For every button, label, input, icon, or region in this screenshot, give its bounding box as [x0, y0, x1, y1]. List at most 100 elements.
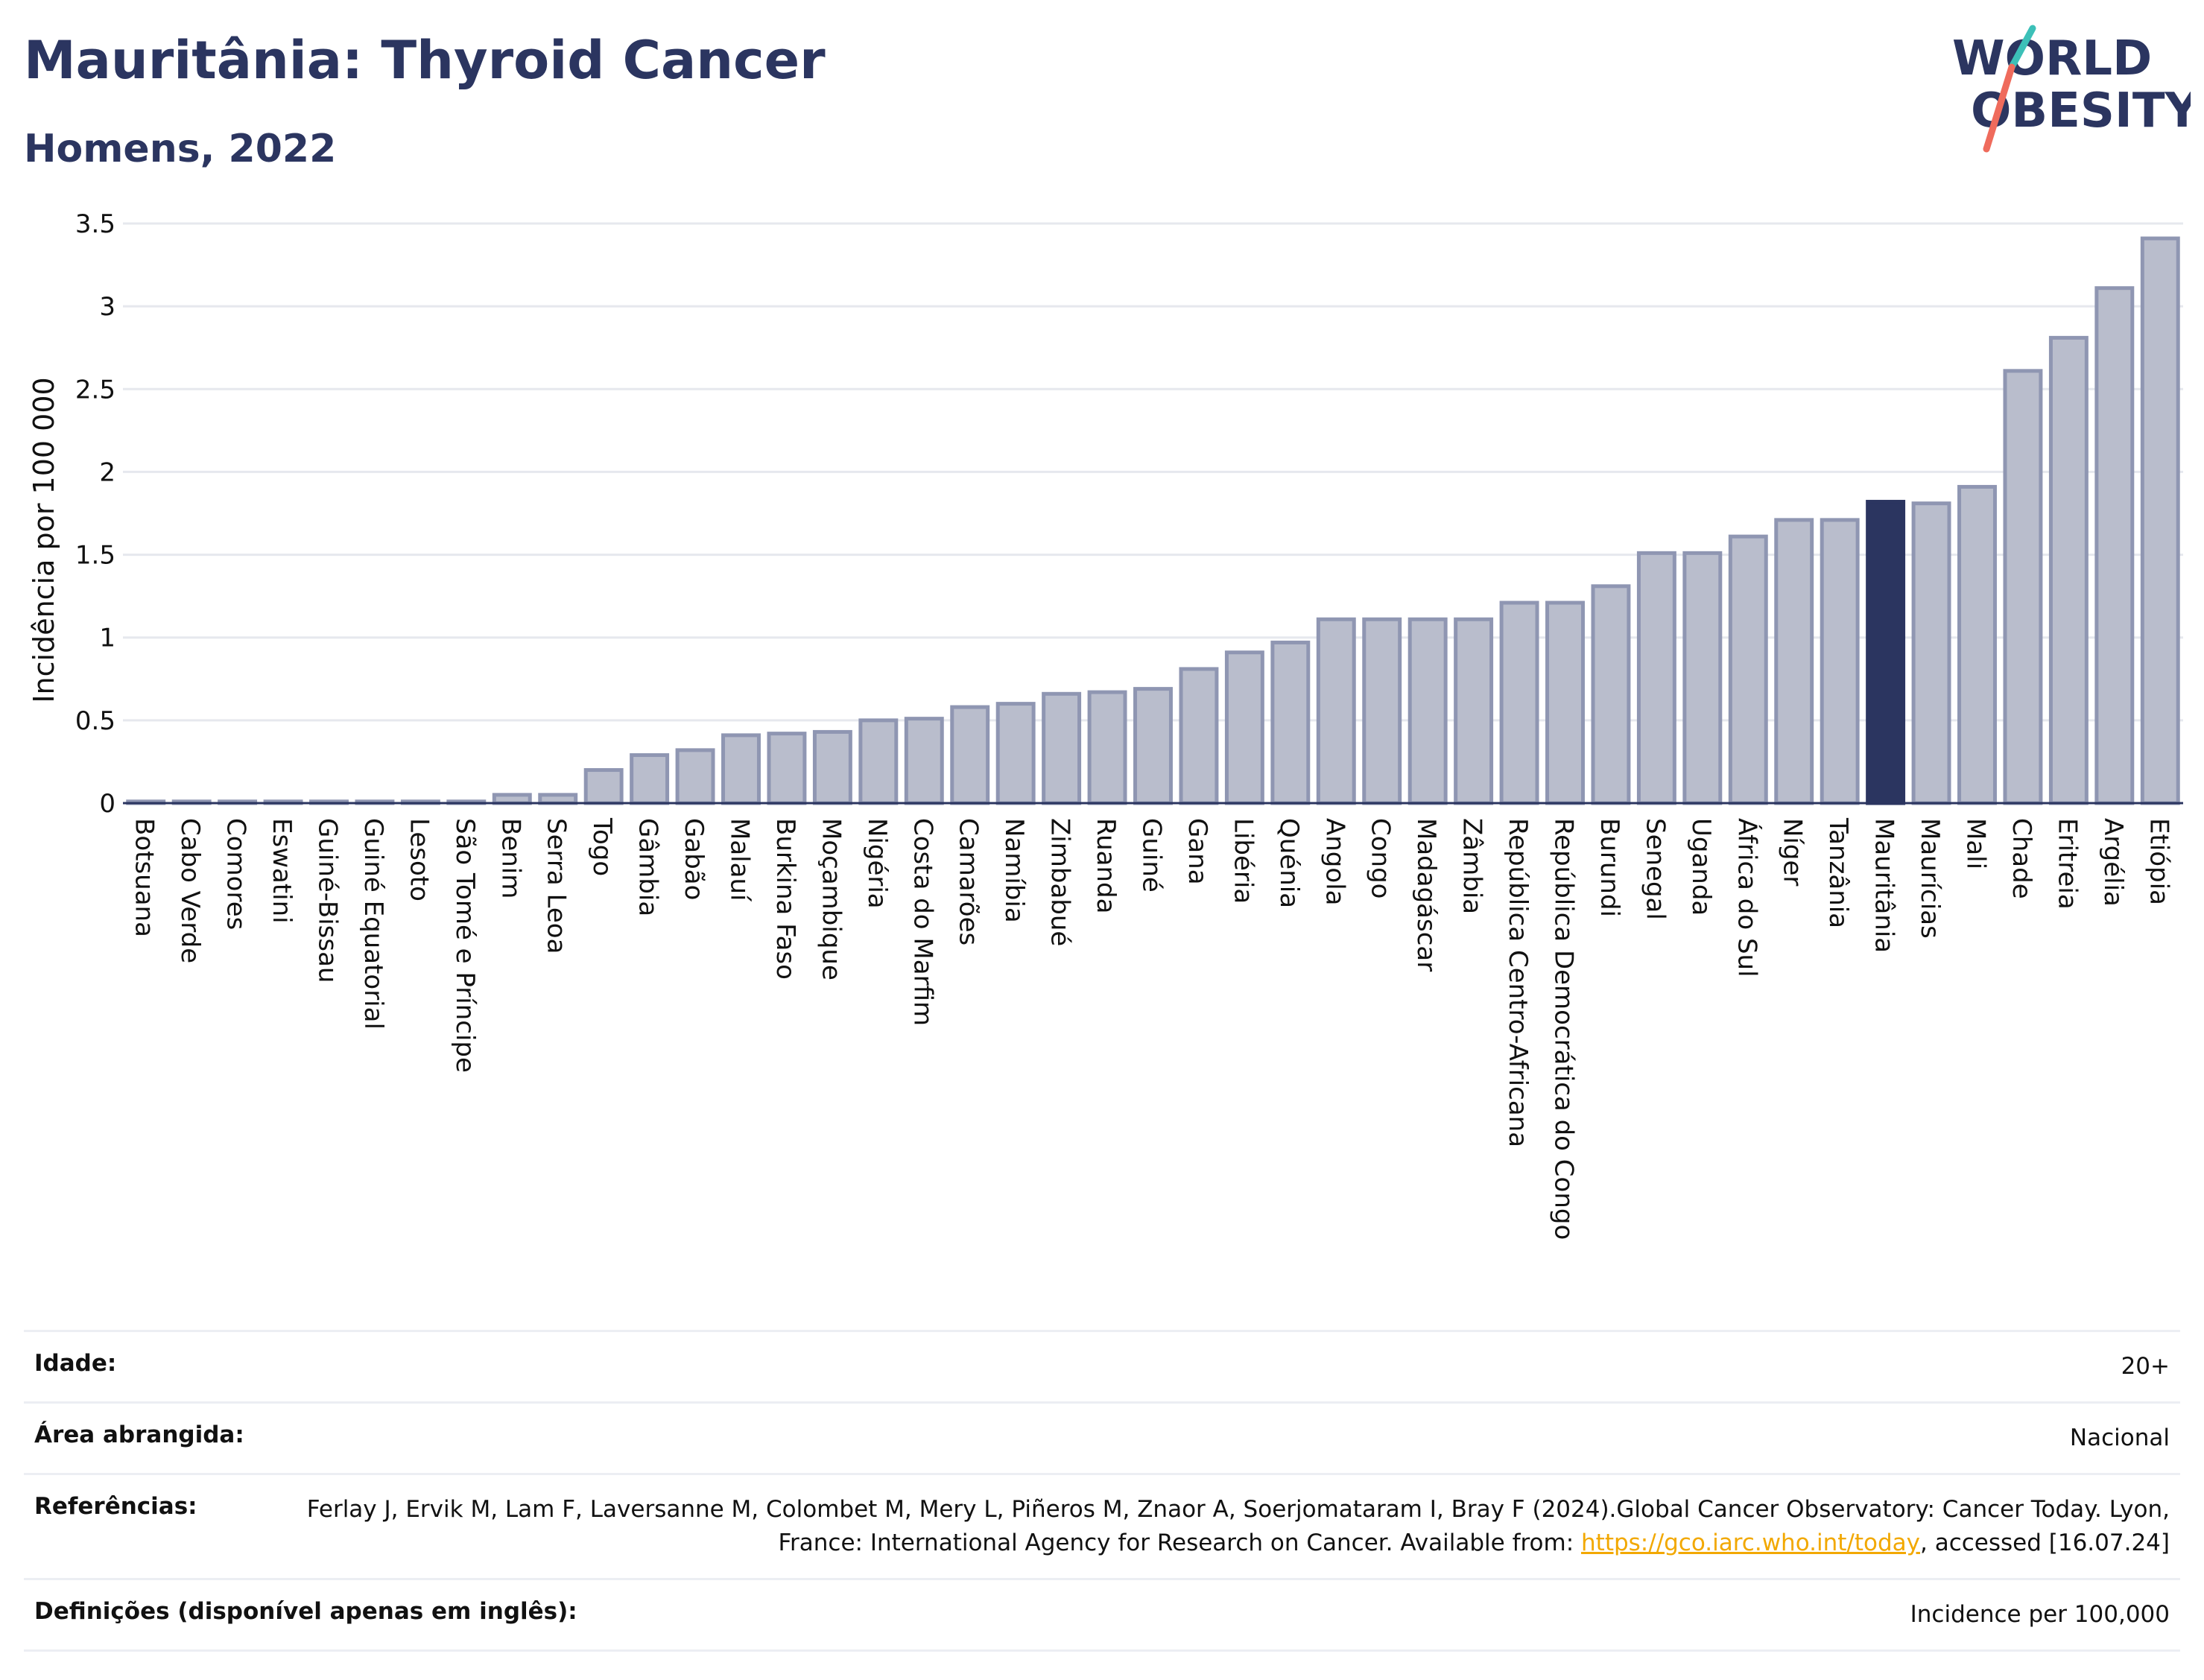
x-tick-label: Botsuana: [130, 818, 159, 937]
bar: [675, 748, 715, 805]
bar-highlight: [1866, 499, 1906, 805]
x-tick-label: Serra Leoa: [542, 818, 571, 954]
bar: [721, 733, 761, 805]
definitions-label: Definições (disponível apenas em inglês)…: [34, 1597, 577, 1625]
x-tick-label: Malauí: [725, 818, 755, 902]
x-tick-label: Burundi: [1595, 818, 1624, 917]
bar: [767, 732, 807, 805]
x-tick-label: Nigéria: [862, 818, 892, 909]
y-tick-label: 3: [99, 292, 115, 322]
x-tick-label: Tanzânia: [1823, 817, 1853, 928]
references-link[interactable]: https://gco.iarc.who.int/today: [1581, 1529, 1920, 1556]
bar: [1454, 617, 1494, 805]
x-tick-label: Zâmbia: [1457, 818, 1487, 914]
x-tick-label: Costa do Marfim: [908, 818, 937, 1026]
bar: [1499, 600, 1539, 805]
bar: [2094, 286, 2135, 805]
y-tick-label: 3.5: [75, 209, 115, 239]
x-tick-label: Mali: [1961, 818, 1991, 869]
x-tick-label: Angola: [1320, 818, 1349, 905]
bar: [630, 753, 670, 805]
info-row-references: Referências: Ferlay J, Ervik M, Lam F, L…: [24, 1472, 2180, 1578]
bar: [2003, 369, 2043, 805]
x-tick-label: Etiópia: [2144, 818, 2173, 905]
bar: [1133, 687, 1173, 805]
x-tick-label: Ruanda: [1091, 818, 1121, 913]
x-tick-label: Libéria: [1228, 818, 1258, 904]
logo-slash-red: [1983, 63, 2015, 153]
y-tick-label: 2: [99, 457, 115, 487]
x-tick-label: África do Sul: [1732, 818, 1762, 977]
bar: [1224, 650, 1264, 805]
x-tick-label: Guiné: [1137, 818, 1167, 893]
bar: [1774, 518, 1814, 805]
y-axis-title: Incidência por 100 000: [28, 377, 60, 703]
info-table: Idade: 20+ Área abrangida: Nacional Refe…: [24, 1330, 2180, 1652]
x-tick-label: Togo: [587, 817, 617, 876]
area-value: Nacional: [2069, 1424, 2170, 1451]
logo-obesity-text: OBESITY: [1971, 83, 2191, 139]
bars-layer: [126, 236, 2180, 805]
x-tick-label: Lesoto: [404, 818, 434, 901]
x-tick-label: Guiné-Bissau: [313, 818, 343, 983]
chart-subtitle: Homens, 2022: [24, 127, 337, 171]
x-tick-label: Chade: [2007, 818, 2036, 899]
info-row-definitions: Definições (disponível apenas em inglês)…: [24, 1577, 2180, 1652]
y-tick-label: 0.5: [75, 706, 115, 736]
x-tick-label: Burkina Faso: [770, 818, 800, 980]
area-label: Área abrangida:: [34, 1421, 244, 1448]
bar: [812, 729, 852, 805]
x-axis-labels: Botsuana Cabo Verde Comores Eswatini Guiné-B…: [130, 817, 2174, 1240]
world-obesity-logo: WORLD OBESITY: [1952, 25, 2191, 153]
x-tick-label: Madagáscar: [1411, 818, 1441, 971]
x-tick-label: Cabo Verde: [175, 818, 205, 963]
x-tick-label: República Democrática do Congo: [1549, 818, 1579, 1240]
x-tick-label: Argélia: [2098, 818, 2128, 907]
references-text: Ferlay J, Ervik M, Lam F, Laversanne M, …: [306, 1495, 2170, 1556]
x-tick-label: Benim: [495, 818, 525, 898]
x-tick-label: São Tomé e Príncipe: [450, 818, 480, 1073]
x-tick-label: Gâmbia: [633, 818, 663, 916]
age-label: Idade:: [34, 1350, 117, 1377]
x-tick-label: Congo: [1366, 818, 1396, 898]
x-tick-label: Namíbia: [999, 818, 1029, 923]
x-tick-label: Eritreia: [2052, 818, 2082, 910]
bar: [1636, 551, 1676, 805]
x-tick-label: Gabão: [679, 818, 709, 900]
x-tick-label: Moçambique: [816, 818, 846, 980]
y-tick-label: 1.5: [75, 541, 115, 571]
definitions-value: Incidence per 100,000: [1910, 1600, 2170, 1628]
bar: [1407, 617, 1448, 805]
info-row-area: Área abrangida: Nacional: [24, 1401, 2180, 1473]
x-tick-label: Quénia: [1274, 818, 1304, 908]
bar: [1728, 534, 1768, 805]
x-tick-label: Comores: [221, 818, 251, 930]
x-tick-label: Senegal: [1640, 818, 1670, 920]
bar: [1682, 551, 1723, 805]
y-tick-label: 1: [99, 624, 115, 653]
bar: [1042, 691, 1082, 805]
references-label: Referências:: [34, 1492, 197, 1520]
bar: [904, 717, 944, 805]
bar: [858, 718, 899, 805]
bar: [2048, 335, 2089, 805]
bar: [1179, 667, 1219, 805]
x-tick-label: Níger: [1778, 818, 1808, 886]
logo-slash-teal: [2008, 25, 2036, 71]
bar: [492, 793, 532, 805]
bar: [1591, 584, 1631, 805]
x-tick-label: Mauritânia: [1869, 818, 1899, 953]
x-tick-label: Zimbabué: [1045, 818, 1075, 946]
x-tick-label: Camarões: [954, 818, 984, 945]
x-tick-label: República Centro-Africana: [1503, 818, 1533, 1147]
bar: [1545, 600, 1585, 805]
chart-title: Mauritânia: Thyroid Cancer: [24, 30, 826, 91]
bar: [1316, 617, 1356, 805]
bar: [1362, 617, 1402, 805]
bar: [583, 768, 624, 805]
bar: [538, 793, 578, 805]
x-tick-label: Uganda: [1686, 818, 1716, 916]
bar: [950, 705, 990, 805]
bar-chart: Botsuana Cabo Verde Comores Eswatini Guiné-B…: [28, 209, 2183, 1240]
references-value: Ferlay J, Ervik M, Lam F, Laversanne M, …: [227, 1493, 2170, 1560]
